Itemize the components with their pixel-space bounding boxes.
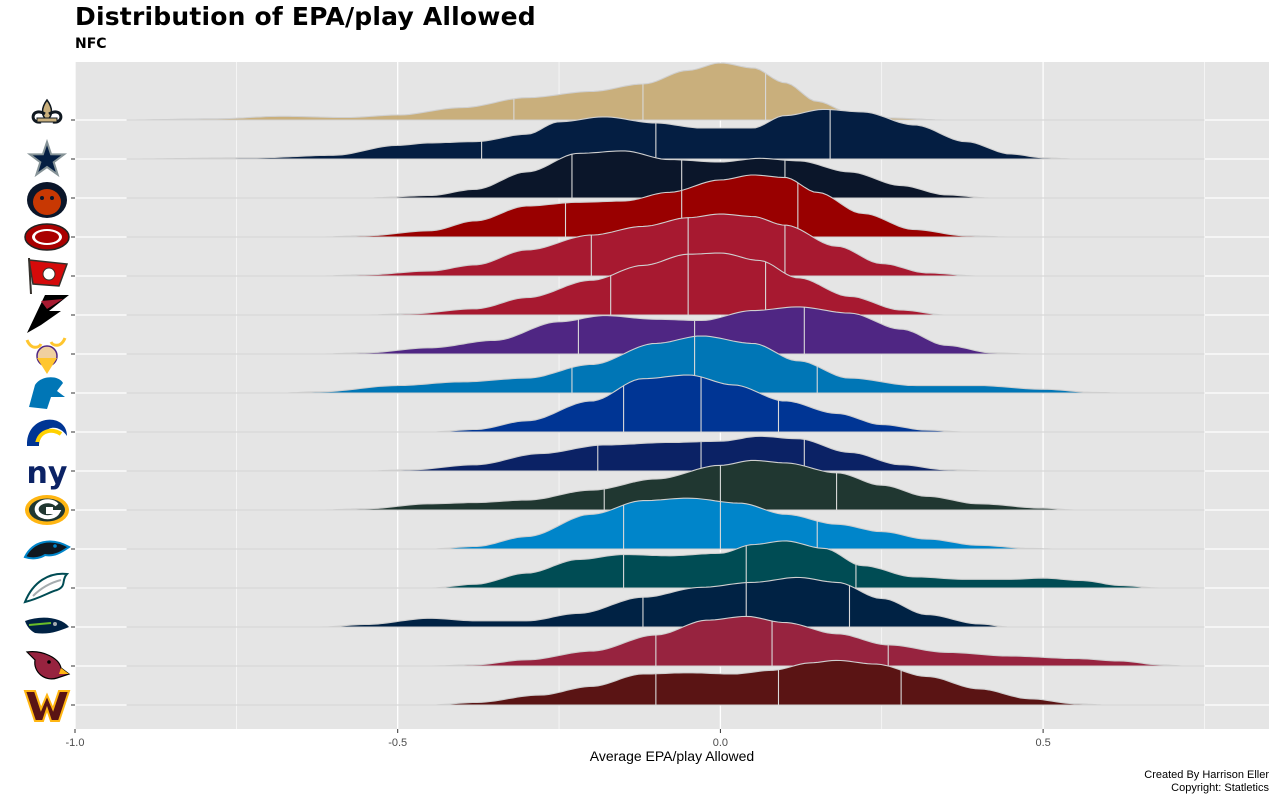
density-area [126, 435, 1205, 472]
w-icon [23, 690, 71, 722]
panther-icon [23, 540, 71, 560]
ny-icon: ny [27, 456, 68, 491]
svg-text:ny: ny [27, 456, 68, 491]
density-area [126, 497, 1205, 550]
x-tick-label: 0.5 [1035, 737, 1050, 749]
caption-copyright: Copyright: Statletics [1171, 782, 1269, 794]
ridge-sea [126, 576, 1205, 628]
ridge-phi [126, 540, 1205, 589]
x-tick-label: -0.5 [388, 737, 407, 749]
ridge-car [126, 497, 1205, 550]
density-area [126, 335, 1205, 394]
density-area [126, 252, 1205, 316]
density-area [126, 150, 1205, 199]
bear-icon [27, 182, 67, 218]
flag-icon [28, 257, 69, 295]
viking-icon [25, 337, 67, 374]
density-area [126, 374, 1205, 433]
team-logos: ny [23, 98, 71, 722]
x-axis-title: Average EPA/play Allowed [590, 748, 754, 764]
g-oval-icon [25, 495, 69, 525]
ridge-no [126, 62, 1205, 121]
x-tick-label: 0.0 [713, 737, 728, 749]
x-axis: -1.0 -0.5 0.0 0.5 [66, 729, 1051, 749]
density-area [126, 174, 1205, 238]
eagle-icon [23, 572, 70, 604]
seahawk-icon [25, 617, 69, 634]
cardinal-icon [25, 651, 71, 680]
y-ticks [71, 119, 75, 706]
density-area [126, 108, 1205, 160]
ridge-lar [126, 374, 1205, 433]
ridge-ari [126, 615, 1205, 667]
density-area [126, 62, 1205, 121]
lion-icon [29, 377, 65, 409]
density-area [126, 459, 1205, 511]
density-area [126, 659, 1205, 706]
density-area [126, 540, 1205, 589]
density-area [126, 213, 1205, 277]
caption-author: Created By Harrison Eller [1144, 769, 1269, 781]
ridge-was [126, 659, 1205, 706]
density-area [126, 576, 1205, 628]
falcon-icon [27, 295, 69, 333]
chart-title: Distribution of EPA/play Allowed [75, 2, 536, 31]
ridge-atl [126, 252, 1205, 316]
sf-oval-icon [24, 223, 70, 251]
density-area [126, 306, 1205, 355]
x-tick-label: -1.0 [66, 737, 85, 749]
ridge-dal [126, 108, 1205, 160]
caption: Created By Harrison Eller Copyright: Sta… [1144, 769, 1269, 795]
chart-subtitle: NFC [75, 36, 107, 52]
ram-horn-icon [27, 419, 67, 446]
ridges [126, 62, 1205, 706]
density-area [126, 615, 1205, 667]
fleur-de-lis-icon [31, 98, 63, 124]
star-icon [26, 138, 68, 178]
